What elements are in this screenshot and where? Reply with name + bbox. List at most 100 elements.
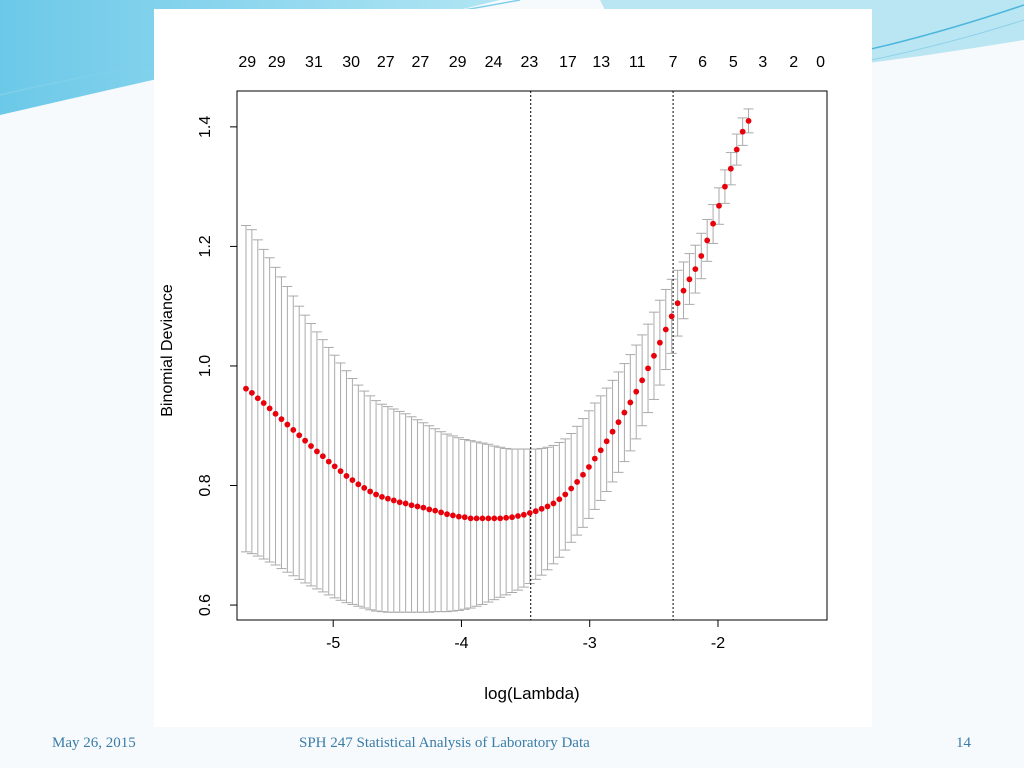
data-point xyxy=(349,477,356,484)
data-point xyxy=(337,468,344,475)
data-point xyxy=(319,453,326,460)
data-point xyxy=(361,484,368,491)
top-axis-label: 29 xyxy=(238,54,256,71)
x-tick-label: -5 xyxy=(326,635,340,652)
top-axis-label: 30 xyxy=(342,54,360,71)
data-point xyxy=(343,473,350,479)
data-point xyxy=(450,512,456,519)
data-point xyxy=(668,313,675,320)
data-point xyxy=(379,493,385,500)
x-axis-label: log(Lambda) xyxy=(484,684,579,703)
data-point xyxy=(444,511,450,518)
data-point xyxy=(568,485,575,492)
data-point xyxy=(302,437,309,444)
data-point xyxy=(331,463,338,470)
data-point xyxy=(680,287,687,294)
footer-date: May 26, 2015 xyxy=(52,735,136,751)
data-point xyxy=(591,455,598,462)
top-axis-label: 27 xyxy=(412,54,430,71)
data-point xyxy=(467,515,474,522)
reference-line-group xyxy=(530,91,674,620)
top-axis-label: 29 xyxy=(268,54,286,71)
data-point xyxy=(426,506,433,513)
data-point xyxy=(674,300,681,307)
data-point xyxy=(438,509,445,516)
data-point xyxy=(639,377,646,384)
data-point xyxy=(727,165,734,172)
data-point xyxy=(396,499,403,506)
data-point xyxy=(586,464,592,470)
data-point xyxy=(692,266,699,273)
data-point xyxy=(432,507,439,514)
data-point xyxy=(420,504,427,511)
data-point xyxy=(574,479,580,485)
data-point xyxy=(645,365,651,372)
data-point xyxy=(266,405,273,412)
data-point xyxy=(662,326,669,333)
x-axis: -5 -4 -3 -2 xyxy=(326,619,725,652)
cv-deviance-chart: -5 -4 -3 -2 0.60.81.01.21.4 29 29 31 30 27 27 29 2… xyxy=(159,54,828,703)
data-point xyxy=(367,488,374,495)
data-point xyxy=(325,458,332,465)
data-point xyxy=(716,202,722,209)
data-point xyxy=(355,481,362,488)
data-point xyxy=(260,400,267,406)
top-axis-label: 0 xyxy=(816,54,825,71)
data-point xyxy=(461,514,468,521)
data-point xyxy=(651,352,657,359)
data-point xyxy=(550,500,557,507)
data-point xyxy=(704,237,711,244)
top-axis-label: 17 xyxy=(559,54,577,71)
data-point xyxy=(627,399,634,406)
data-point xyxy=(609,428,616,435)
data-point xyxy=(562,491,569,498)
data-point xyxy=(254,395,261,402)
data-point xyxy=(538,505,545,512)
data-point xyxy=(603,438,610,445)
y-tick-label: 1.2 xyxy=(197,235,214,257)
top-axis-label: 27 xyxy=(377,54,395,71)
data-point xyxy=(373,491,379,498)
data-point xyxy=(272,410,279,417)
data-point xyxy=(485,515,492,522)
y-tick-label: 0.8 xyxy=(197,474,214,496)
y-axis-label: Binomial Deviance xyxy=(159,284,176,417)
plot-panel: -5 -4 -3 -2 0.6 0.8 1.0 1.2 1.4 29 29 31 30 27 27 29 2… xyxy=(154,9,872,727)
x-tick-label: -3 xyxy=(583,635,597,652)
data-point xyxy=(710,220,716,227)
y-tick-label: 0.6 xyxy=(197,594,214,616)
data-point xyxy=(296,432,303,439)
data-point xyxy=(544,503,551,510)
top-axis-label: 6 xyxy=(698,54,707,71)
top-axis-label: 2 xyxy=(789,54,798,71)
x-tick-label: -2 xyxy=(711,635,725,652)
data-point xyxy=(384,495,391,502)
footer-title: SPH 247 Statistical Analysis of Laborato… xyxy=(299,735,590,751)
top-axis-label: 23 xyxy=(521,54,539,71)
data-point xyxy=(633,388,640,395)
data-point xyxy=(656,339,663,346)
x-tick-label: -4 xyxy=(454,635,468,652)
data-point xyxy=(248,389,255,396)
top-axis-label: 3 xyxy=(758,54,767,71)
top-axis-label: 5 xyxy=(729,54,738,71)
y-tick-label: 1.0 xyxy=(197,355,214,377)
data-point xyxy=(503,514,510,521)
data-point xyxy=(515,513,521,519)
data-point xyxy=(284,421,291,428)
data-point xyxy=(733,146,740,153)
data-point xyxy=(408,502,415,509)
data-point xyxy=(414,503,421,510)
page-number: 14 xyxy=(956,735,971,751)
data-point xyxy=(686,276,693,283)
data-point xyxy=(308,443,314,449)
data-point xyxy=(621,409,628,416)
data-point xyxy=(479,515,486,522)
data-point xyxy=(491,515,498,522)
top-axis-label: 13 xyxy=(592,54,610,71)
top-axis-label: 29 xyxy=(449,54,467,71)
data-point xyxy=(473,515,480,522)
data-point xyxy=(580,471,586,478)
data-point xyxy=(509,514,515,521)
data-point xyxy=(402,500,409,507)
